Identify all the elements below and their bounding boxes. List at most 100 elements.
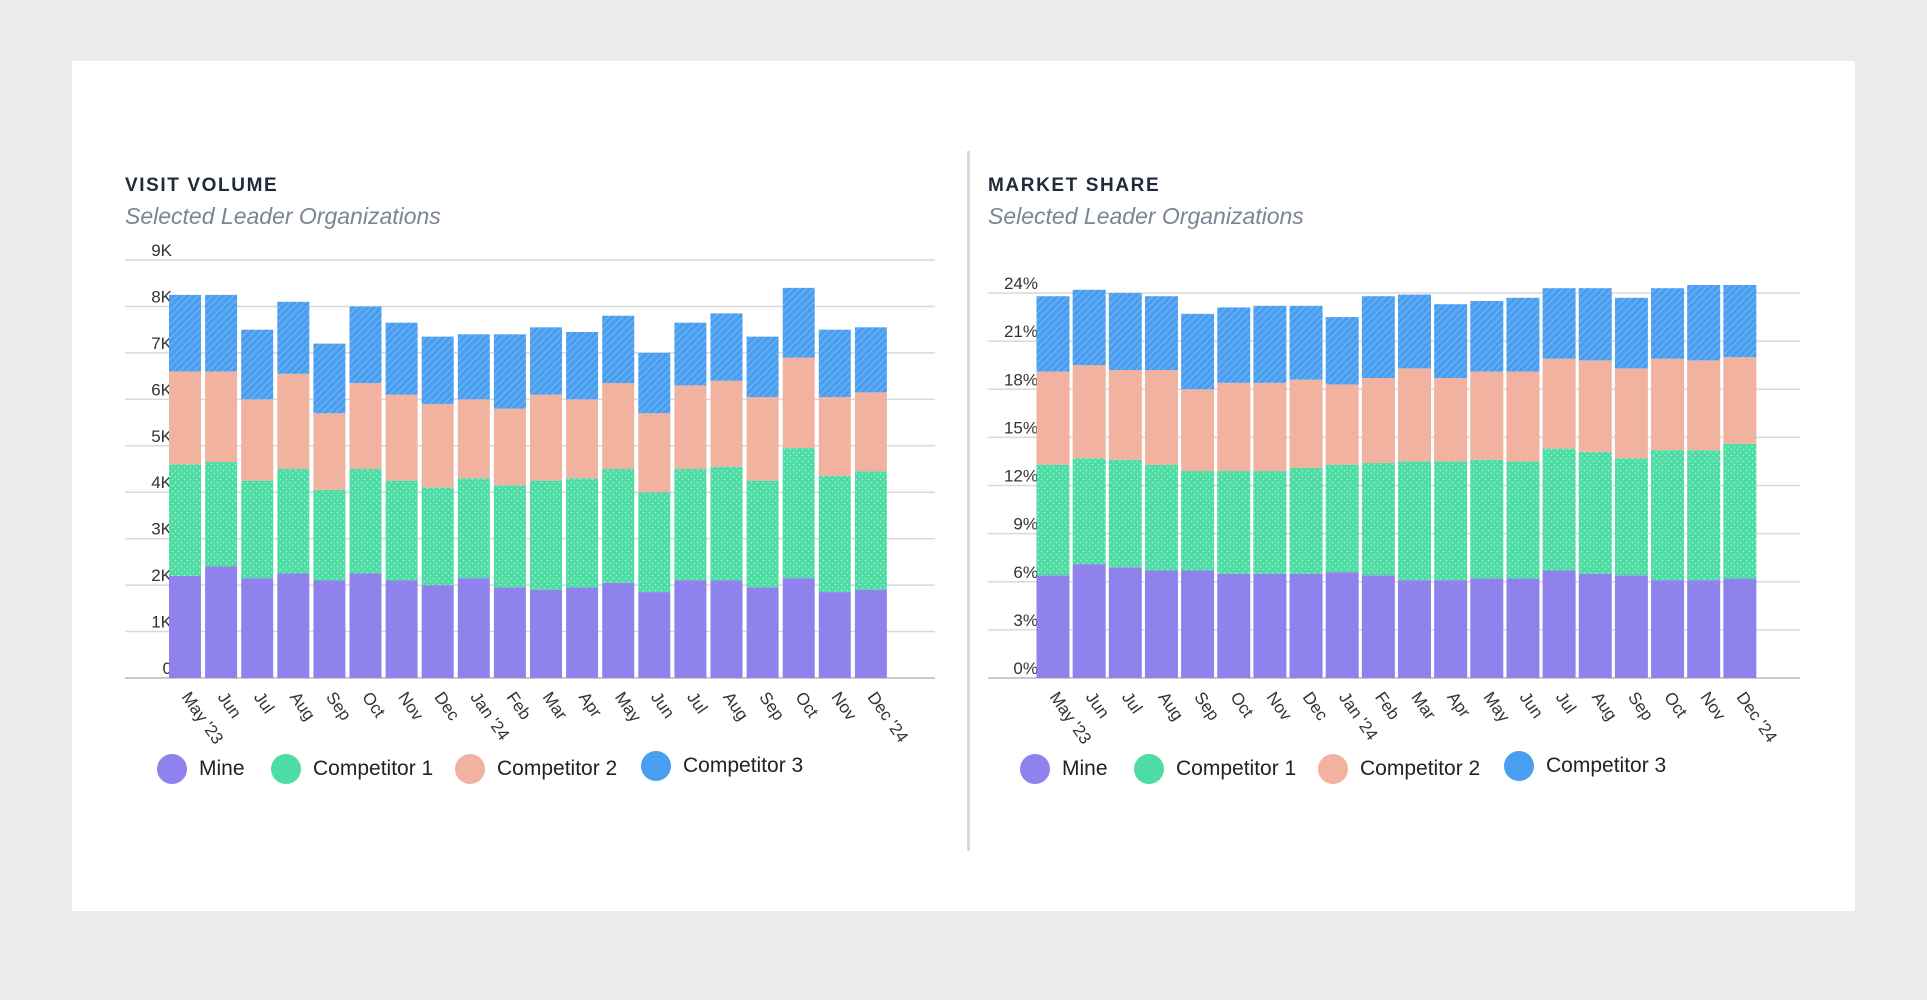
- bar-competitor-2[interactable]: [818, 397, 851, 476]
- bar-mine[interactable]: [1181, 570, 1215, 678]
- bar-competitor-1[interactable]: [638, 492, 671, 593]
- bar-competitor-3[interactable]: [1144, 296, 1178, 370]
- bar-competitor-2[interactable]: [349, 383, 382, 469]
- bar-competitor-1[interactable]: [169, 464, 201, 576]
- bar-competitor-3[interactable]: [1470, 301, 1504, 372]
- bar-competitor-1[interactable]: [566, 478, 599, 588]
- bar-mine[interactable]: [854, 589, 887, 678]
- bar-competitor-1[interactable]: [818, 475, 851, 593]
- bar-competitor-1[interactable]: [1398, 461, 1431, 581]
- legend-item-competitor-3[interactable]: Competitor 3: [1504, 746, 1666, 786]
- bar-mine[interactable]: [1072, 564, 1106, 678]
- bar-competitor-1[interactable]: [1325, 464, 1359, 573]
- bar-mine[interactable]: [1687, 580, 1721, 678]
- bar-competitor-2[interactable]: [241, 399, 274, 481]
- bar-competitor-1[interactable]: [457, 478, 490, 579]
- bar-competitor-1[interactable]: [1542, 448, 1576, 571]
- legend-item-competitor-2[interactable]: Competitor 2: [455, 749, 617, 789]
- bar-mine[interactable]: [1289, 573, 1323, 678]
- bar-competitor-3[interactable]: [782, 287, 815, 358]
- bar-competitor-2[interactable]: [1253, 382, 1287, 472]
- bar-competitor-1[interactable]: [1687, 450, 1721, 581]
- bar-competitor-3[interactable]: [385, 322, 418, 395]
- bar-competitor-1[interactable]: [205, 462, 238, 567]
- bar-competitor-2[interactable]: [1289, 379, 1323, 468]
- bar-mine[interactable]: [1398, 580, 1431, 678]
- bar-competitor-1[interactable]: [1470, 459, 1504, 579]
- bar-mine[interactable]: [674, 580, 707, 678]
- bar-competitor-2[interactable]: [1651, 358, 1685, 451]
- bar-competitor-1[interactable]: [1578, 451, 1612, 574]
- bar-competitor-3[interactable]: [1542, 288, 1576, 359]
- bar-mine[interactable]: [602, 582, 635, 678]
- bar-competitor-1[interactable]: [493, 485, 526, 588]
- bar-competitor-1[interactable]: [277, 469, 310, 574]
- bar-competitor-2[interactable]: [1687, 360, 1721, 451]
- bar-competitor-1[interactable]: [782, 448, 815, 579]
- bar-mine[interactable]: [1542, 570, 1576, 678]
- bar-competitor-2[interactable]: [782, 357, 815, 449]
- bar-competitor-3[interactable]: [746, 336, 779, 398]
- bar-competitor-1[interactable]: [746, 480, 779, 588]
- bar-competitor-3[interactable]: [1325, 317, 1359, 385]
- bar-competitor-3[interactable]: [1434, 304, 1468, 379]
- bar-competitor-1[interactable]: [241, 480, 274, 579]
- bar-competitor-1[interactable]: [1036, 464, 1070, 576]
- bar-competitor-3[interactable]: [530, 327, 562, 395]
- bar-competitor-2[interactable]: [1036, 371, 1070, 465]
- bar-competitor-3[interactable]: [1036, 296, 1070, 372]
- bar-competitor-3[interactable]: [169, 294, 201, 372]
- bar-mine[interactable]: [205, 566, 238, 678]
- bar-competitor-2[interactable]: [313, 413, 346, 490]
- bar-competitor-1[interactable]: [1723, 443, 1757, 579]
- bar-competitor-1[interactable]: [1144, 464, 1178, 571]
- bar-competitor-3[interactable]: [1361, 296, 1395, 379]
- bar-competitor-1[interactable]: [1651, 450, 1685, 581]
- bar-competitor-2[interactable]: [1723, 357, 1757, 444]
- bar-mine[interactable]: [530, 589, 562, 678]
- bar-competitor-2[interactable]: [1506, 371, 1540, 462]
- legend-item-competitor-1[interactable]: Competitor 1: [271, 749, 433, 789]
- bar-mine[interactable]: [349, 573, 382, 679]
- bar-competitor-3[interactable]: [1398, 294, 1431, 369]
- bar-competitor-3[interactable]: [1723, 284, 1757, 358]
- bar-competitor-2[interactable]: [1542, 358, 1576, 449]
- bar-competitor-2[interactable]: [1361, 378, 1395, 464]
- bar-competitor-3[interactable]: [1181, 313, 1215, 390]
- bar-mine[interactable]: [1036, 575, 1070, 678]
- bar-mine[interactable]: [1253, 573, 1287, 678]
- bar-competitor-2[interactable]: [277, 373, 310, 469]
- bar-mine[interactable]: [638, 592, 671, 678]
- bar-competitor-2[interactable]: [1325, 384, 1359, 465]
- bar-competitor-2[interactable]: [457, 399, 490, 479]
- bar-mine[interactable]: [1578, 573, 1612, 678]
- bar-competitor-3[interactable]: [1578, 288, 1612, 361]
- bar-competitor-2[interactable]: [1181, 389, 1215, 472]
- bar-competitor-1[interactable]: [1217, 471, 1251, 574]
- bar-competitor-2[interactable]: [1144, 370, 1178, 465]
- bar-competitor-2[interactable]: [385, 394, 418, 481]
- bar-mine[interactable]: [1361, 575, 1395, 678]
- bar-competitor-2[interactable]: [205, 371, 238, 463]
- legend-item-mine[interactable]: Mine: [157, 749, 245, 789]
- bar-mine[interactable]: [457, 578, 490, 678]
- bar-mine[interactable]: [818, 592, 851, 678]
- bar-competitor-2[interactable]: [1108, 370, 1142, 460]
- bar-competitor-3[interactable]: [638, 352, 671, 414]
- bar-competitor-1[interactable]: [313, 489, 346, 581]
- bar-mine[interactable]: [1470, 578, 1504, 678]
- bar-competitor-3[interactable]: [457, 334, 490, 400]
- bar-competitor-3[interactable]: [1108, 293, 1142, 370]
- legend-item-competitor-2[interactable]: Competitor 2: [1318, 749, 1480, 789]
- bar-competitor-1[interactable]: [1361, 463, 1395, 576]
- bar-competitor-3[interactable]: [1614, 297, 1648, 369]
- legend-item-mine[interactable]: Mine: [1020, 749, 1108, 789]
- bar-competitor-3[interactable]: [349, 306, 382, 384]
- legend-item-competitor-1[interactable]: Competitor 1: [1134, 749, 1296, 789]
- bar-competitor-1[interactable]: [1434, 461, 1468, 581]
- bar-competitor-2[interactable]: [421, 403, 454, 488]
- bar-competitor-3[interactable]: [1687, 284, 1721, 361]
- bar-competitor-2[interactable]: [566, 399, 599, 479]
- bar-competitor-2[interactable]: [493, 408, 526, 486]
- bar-competitor-2[interactable]: [1072, 365, 1106, 459]
